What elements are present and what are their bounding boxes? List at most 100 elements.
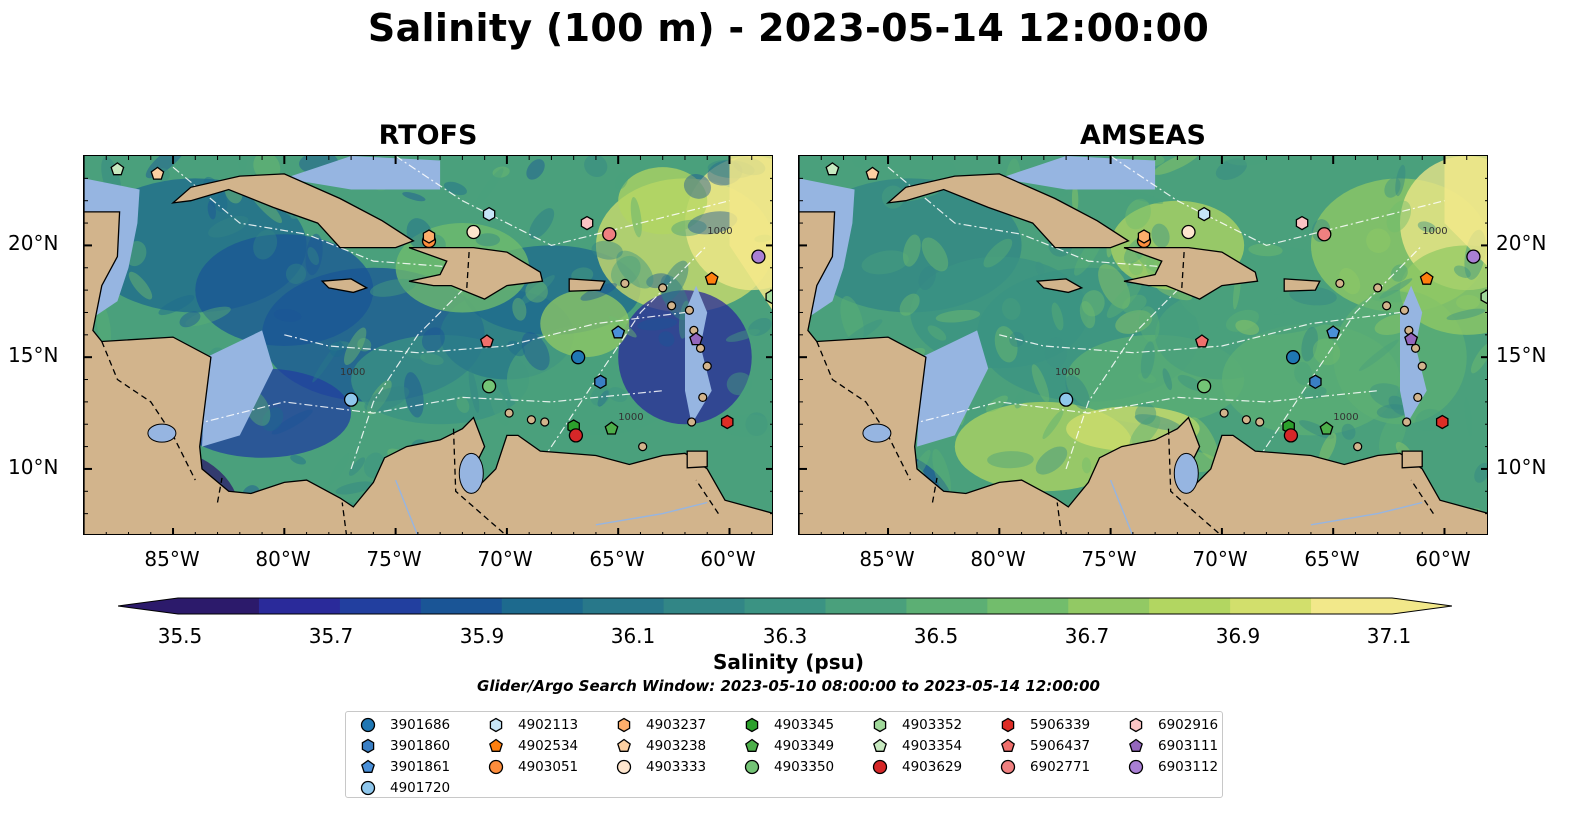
svg-text:1000: 1000: [1422, 226, 1447, 237]
svg-text:1000: 1000: [340, 367, 365, 378]
colorbar-segment: [178, 598, 260, 614]
svg-text:1000: 1000: [1333, 412, 1358, 423]
colorbar-segment: [1068, 598, 1150, 614]
platform-marker-4902534[interactable]: [1419, 271, 1434, 285]
legend-label: 4902113: [518, 717, 579, 733]
hexagon-icon: [873, 717, 887, 733]
legend-label: 4903333: [646, 759, 707, 775]
platform-marker-6903111[interactable]: [1404, 331, 1419, 346]
hexagon-icon: [1001, 717, 1015, 733]
platform-marker-4902113[interactable]: [482, 206, 496, 222]
legend-label: 4903350: [774, 759, 835, 775]
colorbar-segment: [825, 598, 907, 614]
colorbar-segment: [1230, 598, 1312, 614]
x-tick-label: 70°W: [477, 547, 533, 571]
platform-marker-5906437[interactable]: [1194, 334, 1209, 348]
platform-marker-3901686[interactable]: [570, 350, 586, 365]
pentagon-icon: [1001, 738, 1015, 752]
y-tick-label: 15°N: [1496, 343, 1547, 367]
colorbar-extend-max: [1392, 598, 1452, 614]
colorbar-tick-label: 37.1: [1366, 624, 1412, 648]
hexagon-icon: [745, 717, 759, 733]
panel-title-amseas: AMSEAS: [1080, 120, 1206, 151]
platform-marker-4903333[interactable]: [466, 224, 481, 240]
circle-icon: [1128, 759, 1144, 775]
platform-marker-3901860[interactable]: [1309, 374, 1322, 390]
platform-marker-6903112[interactable]: [751, 249, 766, 264]
pentagon-icon: [1129, 738, 1143, 752]
platform-marker-3901861[interactable]: [1326, 325, 1341, 339]
amseas-map-panel[interactable]: 1000 1000 1000: [798, 155, 1488, 535]
panel-title-rtofs: RTOFS: [378, 120, 478, 151]
legend-label: 4903354: [902, 738, 963, 754]
x-tick-label: 60°W: [1415, 547, 1471, 571]
platform-marker-4903238[interactable]: [865, 166, 880, 180]
platform-marker-4903238[interactable]: [150, 166, 165, 180]
pentagon-icon: [617, 738, 631, 752]
pentagon-icon: [489, 738, 503, 752]
circle-icon: [1000, 759, 1016, 775]
colorbar-segment: [987, 598, 1069, 614]
platform-marker-4901720[interactable]: [1058, 392, 1074, 407]
platform-marker-5906339[interactable]: [1435, 414, 1449, 430]
platform-marker-4902534[interactable]: [704, 271, 719, 285]
y-tick-label: 20°N: [1496, 231, 1547, 255]
platform-marker-4903629[interactable]: [1283, 428, 1299, 443]
legend-label: 4903629: [902, 759, 963, 775]
y-tick-label: 10°N: [8, 455, 59, 479]
colorbar-segment: [663, 598, 746, 614]
platform-marker-4903350[interactable]: [481, 379, 497, 394]
platform-marker-6902771[interactable]: [1317, 227, 1332, 242]
colorbar-segment: [258, 598, 341, 614]
legend-label: 6902916: [1158, 717, 1219, 733]
colorbar-tick-label: 36.7: [1064, 624, 1110, 648]
circle-icon: [744, 759, 760, 775]
y-tick-label: 15°N: [8, 343, 59, 367]
circle-icon: [872, 759, 888, 775]
platform-marker-6903112[interactable]: [1466, 249, 1481, 264]
platform-marker-6902771[interactable]: [602, 227, 617, 242]
legend-label: 4902534: [518, 738, 579, 754]
legend-label: 4903345: [774, 717, 835, 733]
colorbar-segment: [582, 598, 665, 614]
platform-marker-4903350[interactable]: [1196, 379, 1212, 394]
platform-marker-4903629[interactable]: [568, 428, 584, 443]
x-tick-label: 85°W: [144, 547, 200, 571]
platform-legend: 3901686 3901860 3901861 4901720 4902113 49025…: [345, 711, 1223, 798]
platform-marker-5906437[interactable]: [479, 334, 494, 348]
x-tick-label: 80°W: [970, 547, 1026, 571]
platform-marker-4901720[interactable]: [343, 392, 359, 407]
platform-marker-4903237[interactable]: [1137, 229, 1151, 244]
platform-marker-6902916[interactable]: [1295, 215, 1309, 231]
platform-marker-3901686[interactable]: [1285, 350, 1301, 365]
x-tick-label: 65°W: [1304, 547, 1360, 571]
circle-icon: [616, 759, 632, 775]
platform-marker-6902916[interactable]: [580, 215, 594, 231]
platform-marker-4903333[interactable]: [1181, 224, 1196, 240]
legend-label: 4903349: [774, 738, 835, 754]
platform-marker-4903354[interactable]: [825, 162, 840, 176]
platform-marker-5906339[interactable]: [720, 414, 734, 430]
colorbar-tick-label: 35.5: [157, 624, 203, 648]
legend-label: 5906437: [1030, 738, 1091, 754]
rtofs-map-panel[interactable]: 1000 1000 1000: [83, 155, 773, 535]
platform-marker-4903349[interactable]: [1319, 421, 1334, 435]
platform-marker-4903352[interactable]: [1480, 289, 1488, 305]
platform-marker-4903349[interactable]: [604, 421, 619, 435]
y-tick-label: 10°N: [1496, 455, 1547, 479]
platform-marker-4903354[interactable]: [110, 162, 125, 176]
colorbar-segment: [339, 598, 422, 614]
colorbar-segment: [1311, 598, 1393, 614]
platform-marker-3901860[interactable]: [594, 374, 607, 390]
x-tick-label: 80°W: [255, 547, 311, 571]
hexagon-icon: [489, 717, 503, 733]
x-tick-label: 70°W: [1192, 547, 1248, 571]
platform-marker-4903352[interactable]: [765, 289, 773, 305]
circle-icon: [488, 759, 504, 775]
platform-marker-4902113[interactable]: [1197, 206, 1211, 222]
colorbar-tick-label: 35.9: [459, 624, 505, 648]
platform-marker-4903237[interactable]: [422, 229, 436, 244]
platform-marker-3901861[interactable]: [611, 325, 626, 339]
x-tick-label: 75°W: [366, 547, 422, 571]
platform-marker-6903111[interactable]: [689, 331, 704, 346]
